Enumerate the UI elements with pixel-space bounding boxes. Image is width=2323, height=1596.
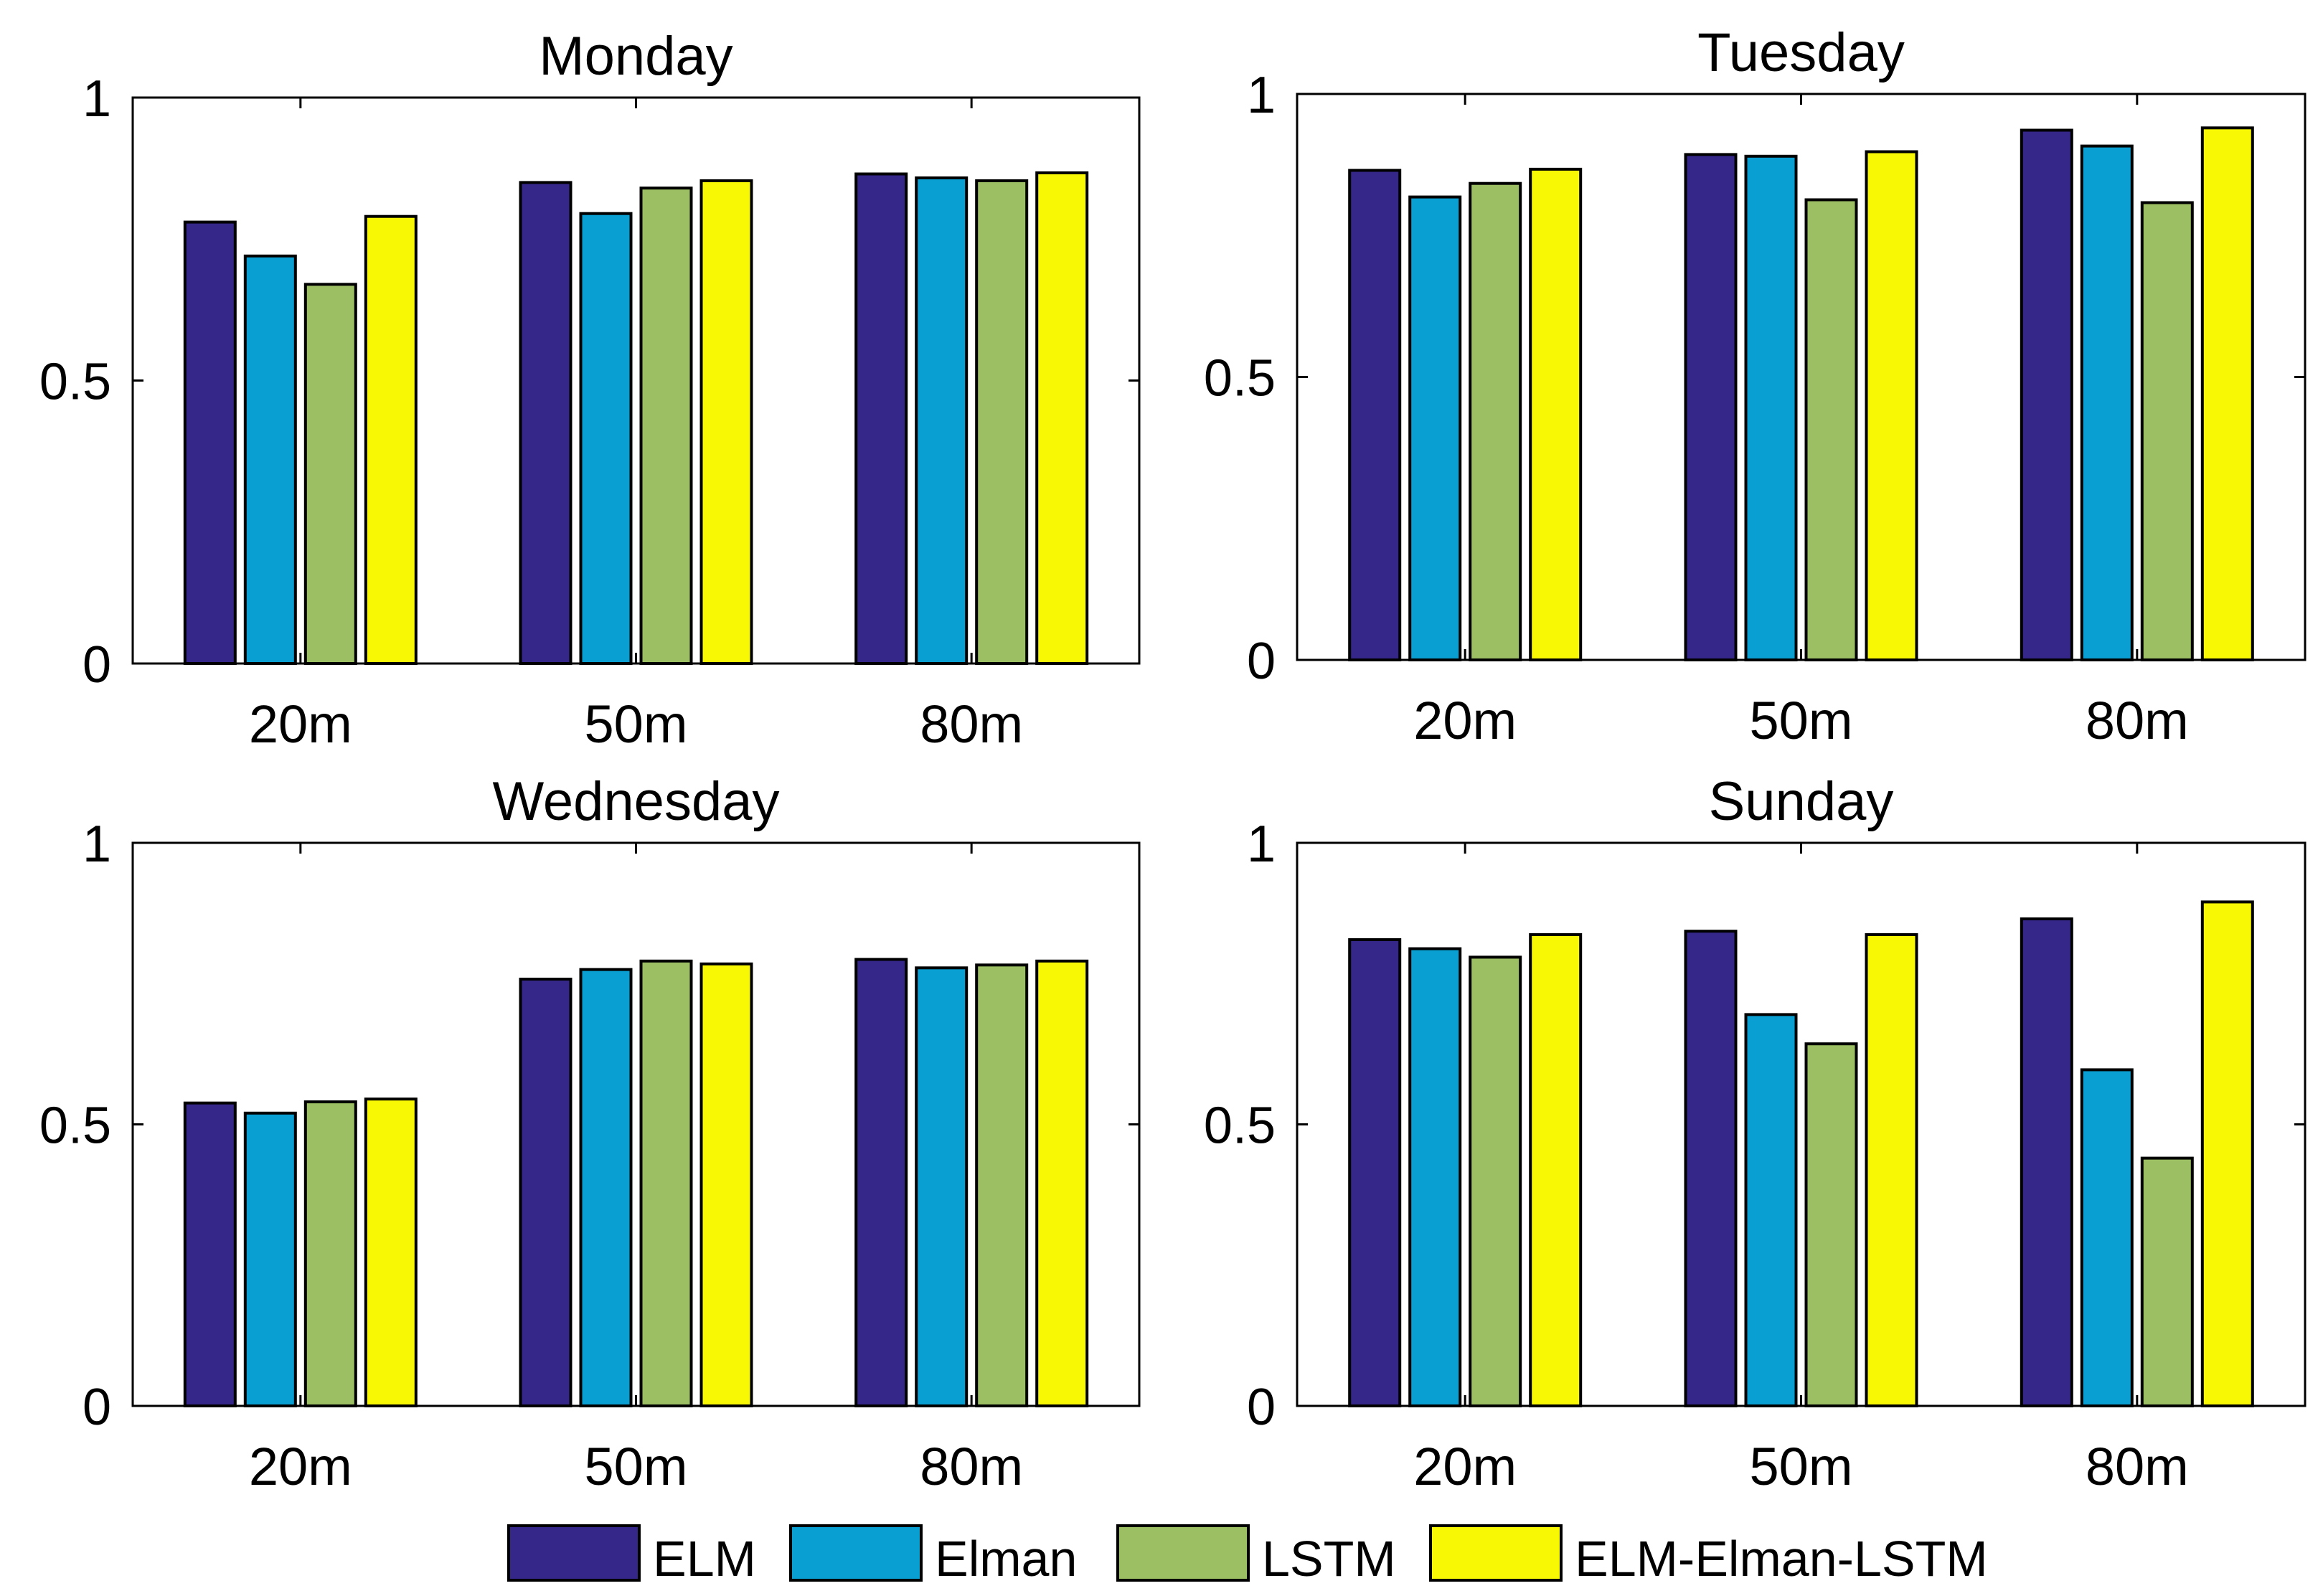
bar-sunday-20m-elm-elman-lstm	[1529, 933, 1583, 1407]
x-tick-label-wednesday-20m: 20m	[249, 1437, 352, 1496]
bar-monday-20m-elm-elman-lstm	[364, 214, 418, 665]
bar-tuesday-20m-elm-elman-lstm	[1529, 167, 1583, 661]
chart-panels: 0 0.5 1 20m 50m 80m Monday 0 0.5 1 20m 50m 80m Tuesda…	[39, 22, 2306, 1496]
bar-sunday-80m-lstm	[2140, 1156, 2194, 1407]
bar-tuesday-50m-elman	[1744, 154, 1798, 662]
bar-tuesday-80m-elm-elman-lstm	[2200, 126, 2254, 662]
bar-tuesday-20m-elman	[1408, 195, 1462, 662]
chart-monday: 0 0.5 1 20m 50m 80m Monday	[39, 26, 1141, 754]
bar-wednesday-80m-elm-elman-lstm	[1035, 959, 1089, 1408]
y-tick-label-sunday-2: 1	[1247, 816, 1276, 873]
legend-item-elman: Elman	[789, 1524, 1077, 1587]
bar-monday-20m-lstm	[303, 283, 357, 665]
bar-monday-50m-elm	[519, 181, 572, 665]
bar-wednesday-20m-elm	[183, 1101, 237, 1407]
y-tick-label-wednesday-0: 0	[83, 1379, 111, 1436]
bar-wednesday-20m-elman	[243, 1111, 297, 1408]
bar-tuesday-80m-elm	[2020, 128, 2073, 661]
legend: ELM Elman LSTM ELM-Elman-LSTM	[507, 1524, 1988, 1587]
y-tick-label-tuesday-0: 0	[1247, 633, 1276, 690]
legend-swatch-elm-elman-lstm	[1429, 1524, 1563, 1582]
bar-tuesday-80m-lstm	[2140, 201, 2194, 661]
x-tick-label-wednesday-80m: 80m	[920, 1437, 1023, 1496]
bar-wednesday-50m-lstm	[639, 959, 693, 1408]
x-tick-label-tuesday-80m: 80m	[2086, 691, 2189, 750]
bar-sunday-20m-elman	[1408, 947, 1462, 1407]
x-tick-label-tuesday-20m: 20m	[1413, 691, 1517, 750]
x-tick-label-tuesday-50m: 50m	[1750, 691, 1853, 750]
bar-monday-80m-lstm	[975, 179, 1029, 665]
bar-tuesday-20m-lstm	[1469, 181, 1522, 661]
legend-swatch-elman	[789, 1524, 923, 1582]
y-tick-label-sunday-1: 0.5	[1204, 1097, 1276, 1155]
legend-swatch-lstm	[1116, 1524, 1250, 1582]
legend-item-elm: ELM	[507, 1524, 756, 1587]
chart-wednesday: 0 0.5 1 20m 50m 80m Wednesday	[39, 771, 1141, 1496]
y-tick-label-wednesday-2: 1	[83, 816, 111, 873]
x-tick-label-monday-20m: 20m	[249, 694, 352, 754]
legend-label-lstm: LSTM	[1262, 1531, 1396, 1587]
chart-title-monday: Monday	[539, 26, 732, 87]
x-tick-label-monday-50m: 50m	[585, 694, 688, 754]
bar-monday-20m-elman	[243, 254, 297, 665]
chart-sunday: 0 0.5 1 20m 50m 80m Sunday	[1204, 771, 2306, 1496]
x-tick-label-monday-80m: 80m	[920, 694, 1023, 754]
bar-tuesday-20m-elm	[1348, 169, 1402, 661]
y-tick-label-monday-1: 0.5	[39, 354, 111, 411]
legend-label-elm: ELM	[653, 1531, 756, 1587]
bar-monday-20m-elm	[183, 220, 237, 666]
legend-label-elm-elman-lstm: ELM-Elman-LSTM	[1575, 1531, 1988, 1587]
bar-monday-80m-elm	[854, 172, 908, 665]
bar-monday-50m-elm-elman-lstm	[699, 179, 753, 665]
legend-swatch-elm	[507, 1524, 641, 1582]
bar-sunday-80m-elm-elman-lstm	[2200, 900, 2254, 1407]
bar-tuesday-80m-elman	[2080, 144, 2134, 662]
bar-tuesday-50m-elm-elman-lstm	[1865, 150, 1918, 661]
bar-wednesday-80m-elm	[854, 958, 908, 1407]
bar-monday-50m-lstm	[639, 186, 693, 665]
y-tick-label-monday-0: 0	[83, 636, 111, 694]
chart-title-sunday: Sunday	[1709, 771, 1894, 832]
y-tick-label-tuesday-1: 0.5	[1204, 350, 1276, 407]
legend-label-elman: Elman	[935, 1531, 1077, 1587]
bar-wednesday-20m-lstm	[303, 1100, 357, 1407]
bar-sunday-50m-lstm	[1804, 1042, 1858, 1407]
x-tick-label-sunday-50m: 50m	[1750, 1437, 1853, 1496]
bar-sunday-50m-elman	[1744, 1013, 1798, 1407]
bar-wednesday-80m-lstm	[975, 963, 1029, 1408]
chart-tuesday: 0 0.5 1 20m 50m 80m Tuesday	[1204, 22, 2306, 750]
bar-monday-50m-elman	[579, 212, 633, 665]
chart-title-tuesday: Tuesday	[1697, 22, 1905, 83]
x-tick-label-sunday-80m: 80m	[2086, 1437, 2189, 1496]
y-tick-label-monday-2: 1	[83, 70, 111, 128]
x-tick-label-wednesday-50m: 50m	[585, 1437, 688, 1496]
bar-sunday-80m-elm	[2020, 917, 2073, 1407]
legend-item-lstm: LSTM	[1116, 1524, 1396, 1587]
x-tick-label-sunday-20m: 20m	[1413, 1437, 1517, 1496]
bar-tuesday-50m-elm	[1684, 153, 1738, 661]
bar-sunday-20m-elm	[1348, 938, 1402, 1407]
bar-wednesday-50m-elm	[519, 978, 572, 1407]
bar-monday-80m-elman	[915, 176, 969, 665]
bar-wednesday-80m-elman	[915, 966, 969, 1408]
bar-wednesday-50m-elman	[579, 968, 633, 1407]
bar-wednesday-50m-elm-elman-lstm	[699, 962, 753, 1408]
y-tick-label-wednesday-1: 0.5	[39, 1097, 111, 1155]
bar-sunday-80m-elman	[2080, 1068, 2134, 1408]
bar-wednesday-20m-elm-elman-lstm	[364, 1097, 418, 1407]
bar-sunday-50m-elm	[1684, 930, 1738, 1407]
legend-item-elm-elman-lstm: ELM-Elman-LSTM	[1429, 1524, 1988, 1587]
y-tick-label-tuesday-2: 1	[1247, 67, 1276, 124]
bar-sunday-50m-elm-elman-lstm	[1865, 933, 1918, 1407]
bar-tuesday-50m-lstm	[1804, 198, 1858, 661]
chart-title-wednesday: Wednesday	[493, 771, 780, 832]
bar-monday-80m-elm-elman-lstm	[1035, 171, 1089, 665]
y-tick-label-sunday-0: 0	[1247, 1379, 1276, 1436]
bar-sunday-20m-lstm	[1469, 955, 1522, 1407]
